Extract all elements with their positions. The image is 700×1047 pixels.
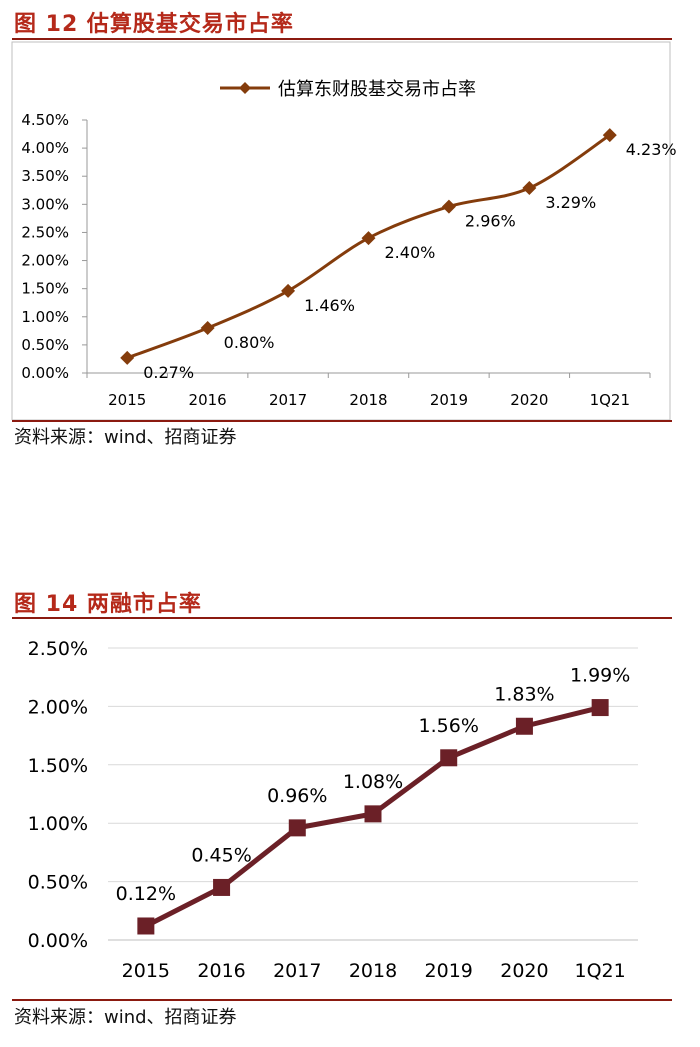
data-label: 2.96% — [465, 212, 516, 231]
y-tick-label: 4.50% — [21, 111, 69, 129]
y-tick-label: 1.00% — [28, 813, 88, 835]
figure-14-chart: 0.00% 0.50% 1.00% 1.50% 2.00% 2.50% 2015 2016 20… — [28, 638, 638, 982]
y-tick-label: 3.00% — [21, 195, 69, 213]
y-tick-label: 1.50% — [28, 755, 88, 777]
x-tick-label: 2018 — [349, 960, 397, 982]
y-tick-label: 2.00% — [21, 252, 69, 270]
data-label: 0.12% — [116, 883, 176, 905]
figure-14-source: 资料来源：wind、招商证券 — [14, 1007, 237, 1028]
y-tick-label: 2.00% — [28, 696, 88, 718]
y-tick-label: 0.00% — [28, 930, 88, 952]
y-tick-label: 0.00% — [21, 364, 69, 382]
data-label: 1.08% — [343, 771, 403, 793]
y-tick-label: 3.50% — [21, 167, 69, 185]
x-tick-label: 2019 — [425, 960, 473, 982]
x-tick-label: 2018 — [349, 391, 387, 409]
legend-marker-icon — [239, 82, 251, 94]
data-label: 0.96% — [267, 785, 327, 807]
data-label: 1.83% — [494, 683, 554, 705]
data-label: 0.80% — [224, 333, 275, 352]
data-point-marker — [440, 749, 458, 767]
data-point-marker — [591, 699, 609, 717]
data-point-marker — [281, 283, 296, 298]
figure-14-title: 图 14 两融市占率 — [14, 592, 202, 617]
data-point-marker — [200, 321, 215, 336]
figure-12-bottom-rule — [12, 420, 672, 422]
data-point-marker — [120, 350, 135, 365]
data-label: 3.29% — [545, 193, 596, 212]
figure-12-source: 资料来源：wind、招商证券 — [14, 427, 237, 448]
x-tick-label: 2017 — [273, 960, 321, 982]
x-tick-label: 1Q21 — [590, 391, 630, 409]
data-point-marker — [522, 181, 537, 196]
data-point-marker — [602, 128, 617, 143]
data-point-marker — [364, 805, 382, 823]
figure-12-frame — [11, 41, 671, 420]
x-tick-label: 1Q21 — [575, 960, 626, 982]
data-label: 0.27% — [143, 363, 194, 382]
y-tick-label: 1.50% — [21, 280, 69, 298]
data-label: 4.23% — [626, 140, 677, 159]
y-tick-label: 2.50% — [21, 223, 69, 241]
data-label: 2.40% — [385, 243, 436, 262]
data-point-marker — [137, 917, 155, 935]
x-tick-label: 2019 — [430, 391, 468, 409]
data-point-marker — [213, 878, 231, 896]
y-tick-label: 4.00% — [21, 139, 69, 157]
y-tick-label: 0.50% — [21, 336, 69, 354]
data-point-marker — [515, 717, 533, 735]
data-label: 1.46% — [304, 296, 355, 315]
figure-12-chart: 0.00% 0.50% 1.00% 1.50% 2.00% 2.50% 3.00% 3.50%… — [11, 41, 677, 420]
figure-12-title: 图 12 估算股基交易市占率 — [14, 12, 294, 37]
series-line — [126, 133, 611, 360]
y-tick-label: 1.00% — [21, 308, 69, 326]
figure-14-top-rule — [12, 617, 672, 619]
x-tick-label: 2017 — [269, 391, 307, 409]
data-point-marker — [361, 231, 376, 246]
legend-label: 估算东财股基交易市占率 — [278, 79, 476, 100]
figure-14-bottom-rule — [12, 999, 672, 1001]
figure-12-top-rule — [12, 38, 672, 40]
data-point-marker — [288, 819, 306, 837]
x-tick-label: 2016 — [189, 391, 227, 409]
y-tick-label: 2.50% — [28, 638, 88, 660]
data-label: 1.56% — [419, 715, 479, 737]
x-tick-label: 2015 — [122, 960, 170, 982]
x-tick-label: 2016 — [197, 960, 245, 982]
data-label: 1.99% — [570, 665, 630, 687]
x-tick-label: 2020 — [500, 960, 548, 982]
y-tick-label: 0.50% — [28, 872, 88, 894]
x-tick-label: 2015 — [108, 391, 146, 409]
x-tick-label: 2020 — [510, 391, 548, 409]
data-point-marker — [441, 199, 456, 214]
data-label: 0.45% — [191, 844, 251, 866]
